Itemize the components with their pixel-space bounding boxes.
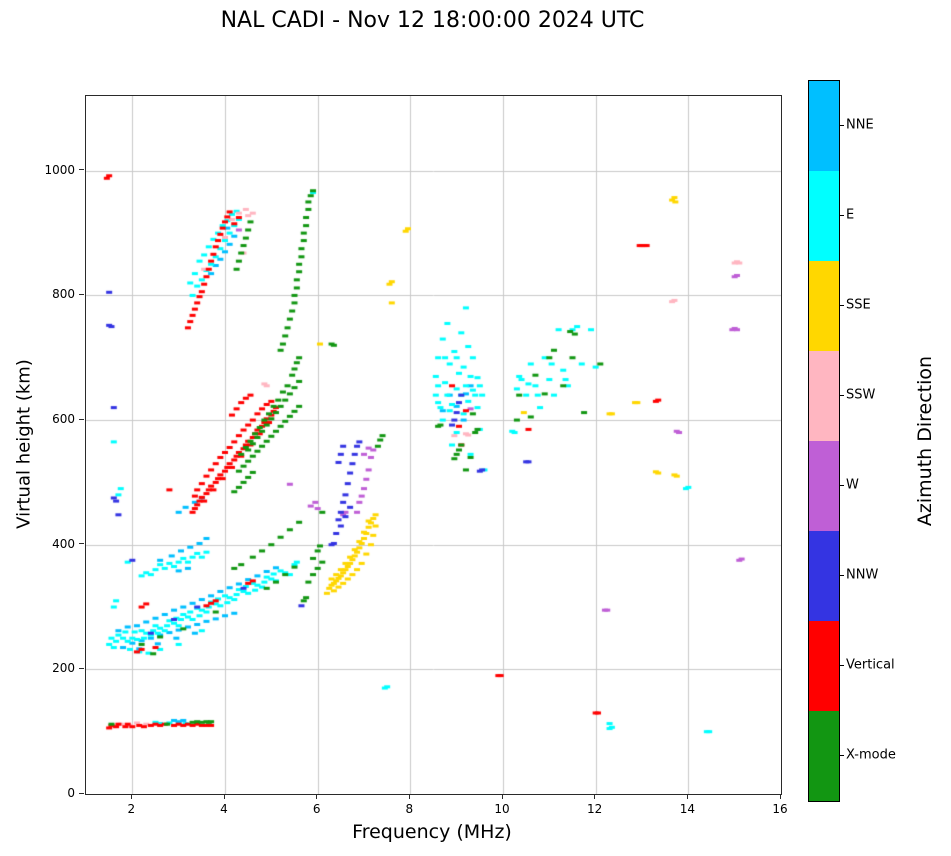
colorbar-segment-sse (809, 261, 839, 351)
x-tick-mark (316, 794, 318, 799)
colorbar-label-ssw: SSW (846, 387, 876, 403)
x-axis-label: Frequency (MHz) (352, 821, 512, 843)
x-tick-label: 4 (220, 802, 228, 816)
colorbar-tick (839, 395, 844, 396)
y-tick-label: 600 (52, 412, 75, 427)
colorbar-tick (839, 215, 844, 216)
x-tick-label: 16 (772, 802, 788, 816)
colorbar-label-nnw: NNW (846, 567, 879, 583)
x-tick-mark (408, 794, 410, 799)
y-tick-mark (79, 543, 84, 545)
colorbar-segment-nne (809, 81, 839, 171)
y-tick-label: 200 (52, 661, 75, 676)
x-tick-label: 12 (587, 802, 603, 816)
y-tick-mark (79, 293, 84, 295)
x-tick-mark (223, 794, 225, 799)
colorbar-label-nne: NNE (846, 117, 874, 133)
colorbar-tick (839, 665, 844, 666)
y-tick-mark (79, 169, 84, 171)
colorbar-label-x-mode: X-mode (846, 747, 896, 763)
plot-area (85, 95, 782, 795)
chart-title: NAL CADI - Nov 12 18:00:00 2024 UTC (220, 8, 645, 33)
colorbar-tick (839, 575, 844, 576)
x-tick-mark (594, 794, 596, 799)
x-tick-label: 14 (679, 802, 695, 816)
colorbar-title: Azimuth Direction (914, 355, 936, 527)
colorbar-label-vertical: Vertical (846, 657, 895, 673)
y-tick-label: 800 (52, 287, 75, 302)
colorbar-tick (839, 125, 844, 126)
y-tick-label: 1000 (44, 162, 75, 177)
x-tick-mark (779, 794, 781, 799)
colorbar-label-e: E (846, 207, 855, 223)
colorbar-label-sse: SSE (846, 297, 871, 313)
colorbar-segment-nnw (809, 531, 839, 621)
colorbar-tick (839, 485, 844, 486)
colorbar-tick (839, 755, 844, 756)
x-tick-label: 8 (405, 802, 414, 816)
colorbar-segment-ssw (809, 351, 839, 441)
colorbar-segment-e (809, 171, 839, 261)
x-tick-mark (686, 794, 688, 799)
x-tick-mark (130, 794, 132, 799)
y-tick-mark (79, 792, 84, 794)
colorbar-segment-w (809, 441, 839, 531)
colorbar-segment-vertical (809, 621, 839, 711)
y-axis-label: Virtual height (km) (13, 359, 35, 529)
colorbar-segment-x-mode (809, 711, 839, 801)
x-tick-label: 10 (494, 802, 510, 816)
colorbar-label-w: W (846, 477, 859, 493)
x-tick-label: 6 (312, 802, 321, 816)
x-tick-label: 2 (127, 802, 136, 816)
colorbar (808, 80, 840, 802)
y-tick-mark (79, 418, 84, 420)
y-tick-mark (79, 667, 84, 669)
scatter-canvas (86, 96, 781, 794)
y-tick-label: 400 (52, 536, 75, 551)
colorbar-tick (839, 305, 844, 306)
y-tick-label: 0 (67, 786, 75, 800)
x-tick-mark (501, 794, 503, 799)
